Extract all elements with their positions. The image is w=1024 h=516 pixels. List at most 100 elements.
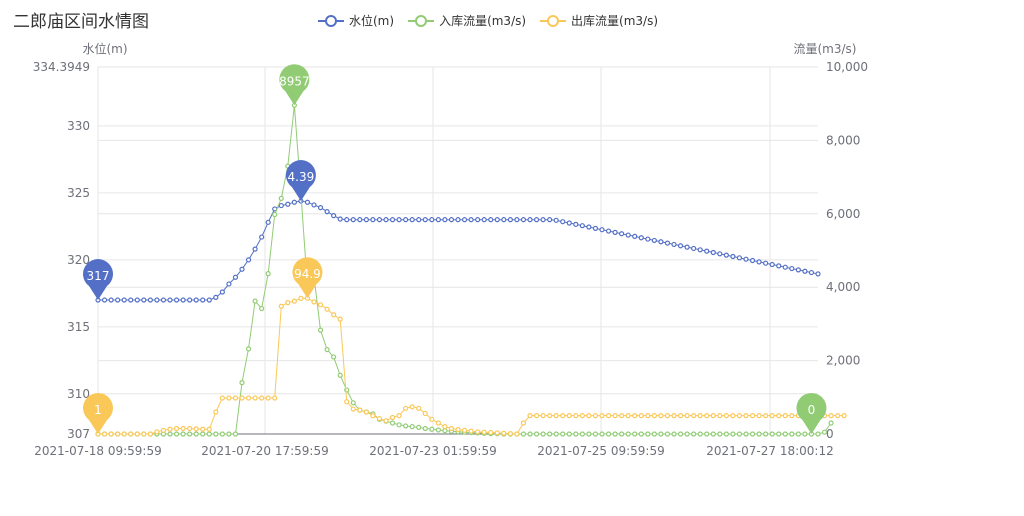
data-point-level [626, 233, 630, 237]
data-point-level [404, 218, 408, 222]
data-point-level [214, 295, 218, 299]
y-right-tick-label: 10,000 [826, 60, 868, 74]
data-point-level [286, 202, 290, 206]
data-point-level [266, 220, 270, 224]
data-point-level [685, 245, 689, 249]
data-point-inflow [823, 430, 827, 434]
data-point-inflow [521, 432, 525, 436]
data-point-level [482, 218, 486, 222]
data-point-outflow [194, 427, 198, 431]
data-point-level [548, 218, 552, 222]
data-point-outflow [358, 408, 362, 412]
data-point-level [816, 272, 820, 276]
data-point-inflow [240, 381, 244, 385]
data-point-outflow [155, 430, 159, 434]
data-point-inflow [404, 424, 408, 428]
data-point-inflow [325, 348, 329, 352]
data-point-outflow [482, 430, 486, 434]
data-point-outflow [103, 432, 107, 436]
data-point-outflow [410, 405, 414, 409]
data-point-inflow [600, 432, 604, 436]
data-point-inflow [391, 421, 395, 425]
data-point-level [109, 298, 113, 302]
data-point-outflow [672, 414, 676, 418]
data-point-inflow [443, 429, 447, 433]
data-point-outflow [129, 432, 133, 436]
data-point-inflow [698, 432, 702, 436]
data-point-outflow [777, 414, 781, 418]
data-point-outflow [724, 414, 728, 418]
data-point-outflow [161, 428, 165, 432]
data-point-inflow [273, 213, 277, 217]
data-point-outflow [842, 414, 846, 418]
data-point-level [757, 260, 761, 264]
data-point-level [325, 210, 329, 214]
data-point-outflow [371, 414, 375, 418]
data-point-outflow [711, 414, 715, 418]
data-point-inflow [410, 425, 414, 429]
data-point-level [338, 217, 342, 221]
data-point-level [240, 267, 244, 271]
data-point-level [731, 254, 735, 258]
data-point-outflow [718, 414, 722, 418]
series-line-inflow [98, 105, 831, 434]
data-point-inflow [319, 328, 323, 332]
data-point-outflow [600, 414, 604, 418]
data-point-inflow [201, 432, 205, 436]
data-point-inflow [639, 432, 643, 436]
data-point-outflow [391, 415, 395, 419]
data-point-level [672, 242, 676, 246]
data-point-level [535, 218, 539, 222]
data-point-outflow [312, 300, 316, 304]
data-point-level [476, 218, 480, 222]
data-point-outflow [521, 421, 525, 425]
data-point-inflow [613, 432, 617, 436]
data-point-level [777, 264, 781, 268]
data-point-outflow [593, 414, 597, 418]
data-point-inflow [175, 432, 179, 436]
data-point-level [351, 218, 355, 222]
data-point-inflow [593, 432, 597, 436]
data-point-outflow [692, 414, 696, 418]
data-point-level [561, 220, 565, 224]
data-point-outflow [220, 396, 224, 400]
data-point-inflow [803, 432, 807, 436]
data-point-inflow [751, 432, 755, 436]
data-point-inflow [796, 432, 800, 436]
data-point-inflow [430, 427, 434, 431]
data-point-inflow [718, 432, 722, 436]
data-point-outflow [685, 414, 689, 418]
data-point-outflow [469, 429, 473, 433]
data-point-level [135, 298, 139, 302]
data-point-level [449, 218, 453, 222]
data-point-level [391, 218, 395, 222]
data-point-outflow [567, 414, 571, 418]
data-point-level [600, 228, 604, 232]
data-point-level [358, 218, 362, 222]
data-point-level [620, 232, 624, 236]
data-point-level [463, 218, 467, 222]
data-point-outflow [731, 414, 735, 418]
data-point-level [567, 221, 571, 225]
data-point-outflow [207, 427, 211, 431]
data-point-level [207, 298, 211, 302]
data-point-level [541, 218, 545, 222]
data-point-outflow [541, 414, 545, 418]
data-point-outflow [783, 414, 787, 418]
data-point-inflow [679, 432, 683, 436]
data-point-outflow [260, 396, 264, 400]
data-point-level [122, 298, 126, 302]
data-point-outflow [109, 432, 113, 436]
data-point-outflow [214, 410, 218, 414]
data-point-level [764, 261, 768, 265]
data-point-outflow [351, 407, 355, 411]
data-point-level [103, 298, 107, 302]
data-point-outflow [384, 419, 388, 423]
data-point-level [521, 218, 525, 222]
data-point-level [646, 237, 650, 241]
y-right-tick-label: 2,000 [826, 354, 860, 368]
x-tick-label: 2021-07-23 01:59:59 [369, 444, 496, 458]
data-point-level [116, 298, 120, 302]
data-point-outflow [587, 414, 591, 418]
